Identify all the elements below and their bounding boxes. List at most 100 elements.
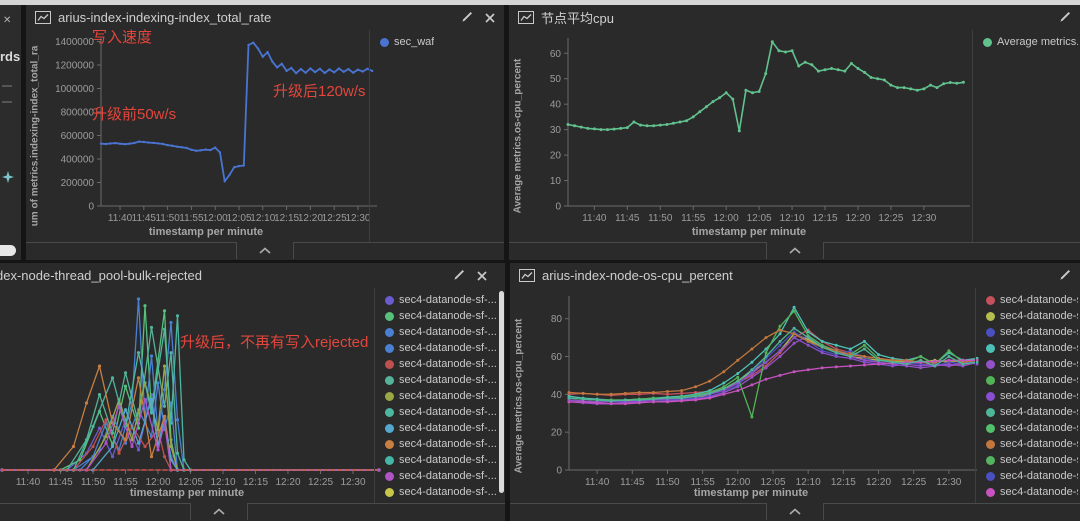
legend-item[interactable]: sec4-datanode-sf-... bbox=[385, 372, 503, 388]
collapse-chevron-button[interactable] bbox=[236, 242, 294, 259]
legend-label: sec4-datanode-sf-... bbox=[1000, 342, 1078, 354]
legend-item[interactable]: sec4-datanode-sf-... bbox=[986, 500, 1078, 503]
visualization-icon bbox=[518, 11, 534, 24]
legend-item[interactable]: sec4-datanode-sf-... bbox=[986, 308, 1078, 324]
legend-item[interactable]: sec4-datanode-sf-... bbox=[385, 468, 503, 484]
legend-color-dot bbox=[385, 487, 394, 497]
svg-text:10: 10 bbox=[550, 176, 562, 187]
legend-item[interactable]: sec4-datanode-sf-... bbox=[986, 420, 1078, 436]
legend-toggle-chevron-icon[interactable] bbox=[972, 34, 973, 58]
svg-text:12:10: 12:10 bbox=[210, 477, 235, 487]
edit-pencil-icon[interactable] bbox=[460, 11, 473, 24]
legend-item[interactable]: sec4-datanode-sf-... bbox=[385, 404, 503, 420]
chart-legend: sec_waf bbox=[369, 30, 504, 242]
legend-color-dot bbox=[986, 295, 995, 305]
legend-item[interactable]: sec4-datanode-sf-... bbox=[986, 484, 1078, 500]
svg-text:11:55: 11:55 bbox=[681, 213, 706, 224]
legend-item[interactable]: sec4-datanode-sf-... bbox=[986, 292, 1078, 308]
legend-item[interactable]: sec4-datanode-sf-... bbox=[385, 436, 503, 452]
legend-color-dot bbox=[986, 407, 995, 417]
legend-label: sec4-datanode-sf-... bbox=[399, 502, 497, 503]
legend-item[interactable]: sec4-datanode-sf-... bbox=[385, 308, 503, 324]
sparkle-icon[interactable] bbox=[2, 171, 14, 183]
edit-pencil-icon[interactable] bbox=[1058, 11, 1071, 24]
legend-label: sec4-datanode-sf-... bbox=[1000, 374, 1078, 386]
legend-item[interactable]: sec4-datanode-sf-... bbox=[986, 452, 1078, 468]
legend-item[interactable]: sec4-datanode-sf-... bbox=[986, 372, 1078, 388]
legend-item[interactable]: sec4-datanode-sf-... bbox=[385, 356, 503, 372]
legend-toggle-chevron-icon[interactable] bbox=[374, 292, 375, 316]
panel-title: arius-index-node-os-cpu_percent bbox=[542, 268, 733, 283]
legend-item[interactable]: sec4-datanode-sf-... bbox=[385, 292, 503, 308]
legend-item[interactable]: sec4-datanode-sf-... bbox=[986, 468, 1078, 484]
svg-text:12:20: 12:20 bbox=[275, 477, 300, 487]
line-chart[interactable]: 0 20 40 60 80 11:40 11:45 11:50 11:55 12:00 12:05 1… bbox=[527, 288, 987, 487]
legend-item[interactable]: sec4-datanode-sf-... bbox=[385, 420, 503, 436]
svg-text:12:25: 12:25 bbox=[308, 477, 333, 487]
legend-label: sec4-datanode-sf-... bbox=[1000, 294, 1078, 306]
legend-label: sec4-datanode-sf-... bbox=[1000, 486, 1078, 498]
panel-title: 节点平均cpu bbox=[541, 11, 614, 26]
legend-color-dot bbox=[986, 391, 995, 401]
svg-text:12:15: 12:15 bbox=[831, 477, 856, 487]
line-chart[interactable]: 0 10 20 30 40 50 60 11:40 11:45 11:50 11:55 12:00 12… bbox=[526, 30, 984, 226]
svg-text:0: 0 bbox=[556, 466, 562, 477]
collapse-chevron-button[interactable] bbox=[765, 242, 824, 259]
legend-item[interactable]: sec4-datanode-sf-... bbox=[986, 404, 1078, 420]
close-icon[interactable] bbox=[477, 270, 487, 281]
legend-toggle-chevron-icon[interactable] bbox=[369, 34, 370, 58]
legend-item[interactable]: sec4-datanode-sf-... bbox=[986, 388, 1078, 404]
legend-label: sec4-datanode-sf-... bbox=[399, 486, 497, 498]
panel-footer bbox=[26, 242, 504, 260]
legend-item[interactable]: sec4-datanode-sf-... bbox=[385, 452, 503, 468]
legend-scrollbar[interactable] bbox=[499, 291, 504, 494]
legend-item[interactable]: sec4-datanode-sf-... bbox=[385, 388, 503, 404]
svg-text:20: 20 bbox=[551, 428, 563, 439]
svg-text:12:00: 12:00 bbox=[725, 477, 750, 487]
svg-text:12:05: 12:05 bbox=[747, 213, 772, 224]
legend-item[interactable]: sec4-datanode-sf-... bbox=[986, 356, 1078, 372]
collapse-chevron-button[interactable] bbox=[190, 503, 248, 520]
svg-text:12:15: 12:15 bbox=[274, 213, 299, 224]
svg-text:11:55: 11:55 bbox=[691, 477, 716, 487]
svg-text:60: 60 bbox=[551, 352, 563, 363]
svg-text:12:05: 12:05 bbox=[760, 477, 785, 487]
legend-item[interactable]: sec4-datanode-sf-... bbox=[986, 340, 1078, 356]
svg-text:60: 60 bbox=[550, 49, 562, 60]
svg-text:11:45: 11:45 bbox=[620, 477, 645, 487]
legend-label: sec4-datanode-sf-... bbox=[399, 470, 497, 482]
edit-pencil-icon[interactable] bbox=[1058, 269, 1071, 282]
legend-item[interactable]: sec4-datanode-sf-... bbox=[385, 324, 503, 340]
legend-item[interactable]: sec4-datanode-sf-... bbox=[385, 484, 503, 500]
svg-text:400000: 400000 bbox=[61, 155, 95, 166]
scroll-pill[interactable] bbox=[0, 245, 16, 256]
svg-text:12:10: 12:10 bbox=[250, 213, 275, 224]
legend-label: sec4-datanode-sf-... bbox=[399, 390, 497, 402]
legend-toggle-chevron-icon[interactable] bbox=[975, 292, 976, 316]
legend-item[interactable]: sec_waf bbox=[380, 34, 502, 50]
legend-item[interactable]: sec4-datanode-sf-... bbox=[986, 436, 1078, 452]
line-chart[interactable]: 11:40 11:45 11:50 11:55 12:00 12:05 12:10 12:15… bbox=[0, 288, 387, 487]
legend-label: sec4-datanode-sf-... bbox=[1000, 438, 1078, 450]
y-axis-label: um of metrics.indexing-index_total_ra bbox=[29, 45, 40, 227]
line-chart[interactable]: 0 200000 400000 600000 800000 1000000 1200000 1… bbox=[43, 30, 383, 226]
legend-item[interactable]: sec4-datanode-sf-... bbox=[986, 324, 1078, 340]
svg-text:12:05: 12:05 bbox=[178, 477, 203, 487]
legend-color-dot bbox=[385, 295, 394, 305]
close-icon[interactable] bbox=[485, 12, 495, 23]
legend-item[interactable]: Average metrics.os bbox=[983, 34, 1078, 50]
chart-legend: Average metrics.os bbox=[972, 30, 1080, 242]
legend-item[interactable]: sec4-datanode-sf-... bbox=[385, 340, 503, 356]
legend-color-dot bbox=[986, 487, 995, 497]
collapse-chevron-button[interactable] bbox=[766, 503, 824, 520]
svg-text:12:00: 12:00 bbox=[203, 213, 228, 224]
svg-text:1200000: 1200000 bbox=[55, 61, 94, 72]
panel-header: arius-index-indexing-index_total_rate bbox=[26, 5, 504, 30]
svg-text:30: 30 bbox=[550, 125, 562, 136]
svg-text:12:25: 12:25 bbox=[901, 477, 926, 487]
close-icon[interactable]: ✕ bbox=[3, 15, 12, 26]
legend-item[interactable]: sec4-datanode-sf-... bbox=[385, 500, 503, 503]
legend-label: sec4-datanode-sf-... bbox=[399, 358, 497, 370]
edit-pencil-icon[interactable] bbox=[452, 269, 465, 282]
legend-color-dot bbox=[986, 439, 995, 449]
